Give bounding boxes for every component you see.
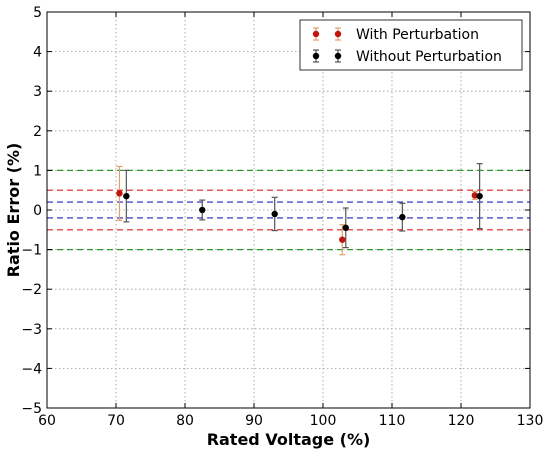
x-tick-label: 120 — [448, 413, 475, 429]
y-tick-label: −5 — [21, 401, 42, 417]
x-tick-label: 100 — [310, 413, 337, 429]
x-tick-label: 130 — [517, 413, 544, 429]
data-point — [339, 236, 346, 243]
x-axis-label: Rated Voltage (%) — [207, 430, 371, 449]
legend-label: Without Perturbation — [356, 49, 502, 65]
axis-ticks: 60 70 80 90 100 110 120 130 −5 −4 −3 −2 −1 0 1 2 3 4 5 — [21, 5, 543, 429]
x-tick-label: 60 — [38, 413, 56, 429]
series-without-perturbation — [123, 163, 483, 249]
y-tick-label: 2 — [33, 124, 42, 140]
data-series — [116, 163, 483, 256]
data-point — [399, 213, 406, 221]
x-tick-label: 90 — [245, 413, 263, 429]
legend: With Perturbation Without Perturbation — [299, 19, 523, 71]
y-tick-label: 3 — [33, 84, 42, 100]
legend-marker — [334, 30, 342, 38]
data-point — [476, 192, 483, 200]
x-tick-label: 70 — [107, 413, 125, 429]
data-point — [271, 210, 278, 218]
y-tick-label: −1 — [21, 243, 42, 259]
series-with-perturbation — [116, 165, 478, 256]
y-tick-label: 0 — [33, 203, 42, 219]
legend-marker — [312, 52, 320, 60]
y-tick-label: 4 — [33, 45, 42, 61]
y-axis-label: Ratio Error (%) — [4, 143, 23, 278]
legend-entry-with-perturbation: With Perturbation — [312, 27, 479, 43]
legend-entry-without-perturbation: Without Perturbation — [312, 49, 502, 65]
y-tick-label: −4 — [21, 361, 42, 377]
y-tick-label: 5 — [33, 5, 42, 21]
x-tick-label: 80 — [176, 413, 194, 429]
y-tick-label: −2 — [21, 282, 42, 298]
data-point — [116, 190, 123, 197]
data-point — [123, 192, 130, 200]
legend-marker — [312, 30, 320, 38]
y-tick-label: 1 — [33, 163, 42, 179]
legend-marker — [334, 52, 342, 60]
data-point — [471, 192, 478, 199]
data-point — [342, 224, 349, 232]
legend-label: With Perturbation — [356, 27, 479, 43]
x-tick-label: 110 — [379, 413, 406, 429]
y-tick-label: −3 — [21, 322, 42, 338]
data-point — [199, 206, 206, 214]
